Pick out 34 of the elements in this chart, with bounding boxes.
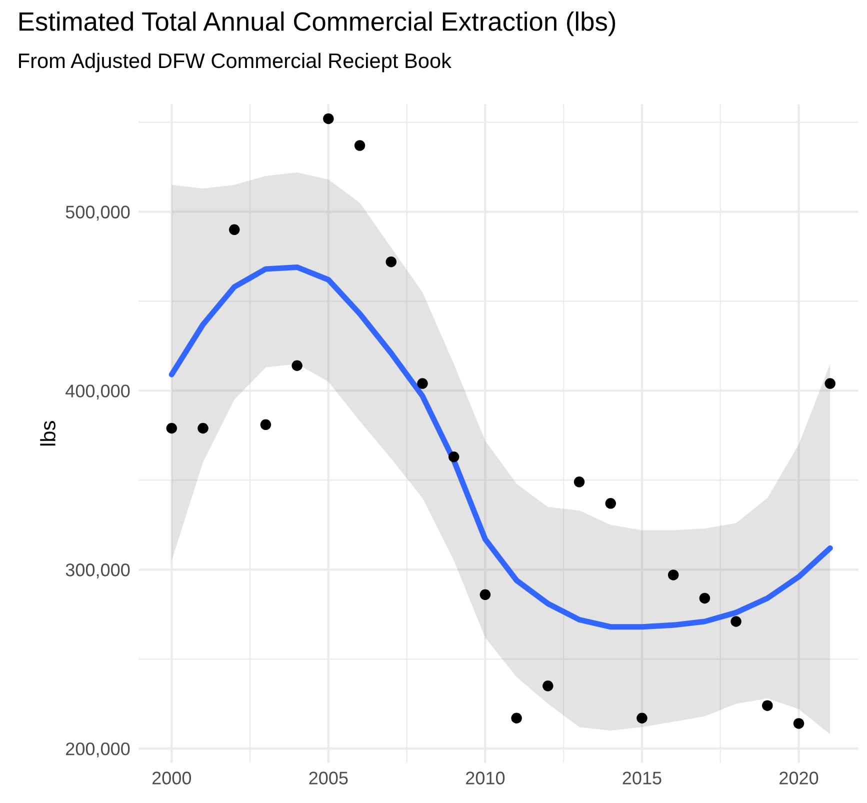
- x-tick-label: 2020: [780, 772, 818, 784]
- x-tick-label: 2015: [622, 772, 662, 784]
- point: [605, 498, 616, 509]
- point: [260, 419, 272, 430]
- point: [198, 422, 208, 434]
- x-tick-label: 2010: [466, 772, 505, 784]
- point: [386, 256, 397, 268]
- y-tick-label: 400,000: [66, 384, 130, 400]
- point: [166, 422, 178, 434]
- point: [542, 680, 554, 692]
- point: [668, 570, 679, 580]
- point: [354, 140, 366, 151]
- y-tick-label: 300,000: [66, 564, 130, 578]
- chart-subtitle: From Adjusted DFW Commercial Reciept Book: [19, 52, 452, 72]
- y-tick-label: 500,000: [66, 206, 130, 221]
- point: [480, 589, 491, 600]
- point: [417, 378, 428, 389]
- point: [730, 616, 742, 627]
- point: [228, 224, 240, 236]
- point: [448, 452, 460, 462]
- point: [793, 718, 804, 729]
- x-tick-label: 2000: [152, 772, 192, 784]
- point: [323, 113, 334, 124]
- point: [574, 476, 585, 488]
- point: [511, 712, 522, 724]
- point: [292, 360, 302, 372]
- point: [636, 712, 648, 724]
- y-axis-title: lbs: [40, 421, 56, 446]
- chart-title: Estimated Total Annual Commercial Extraction (lbs): [20, 12, 616, 36]
- x-tick-label: 2005: [309, 772, 348, 784]
- y-tick-label: 200,000: [66, 742, 130, 758]
- point: [824, 378, 836, 389]
- point: [699, 592, 710, 604]
- point: [762, 700, 773, 711]
